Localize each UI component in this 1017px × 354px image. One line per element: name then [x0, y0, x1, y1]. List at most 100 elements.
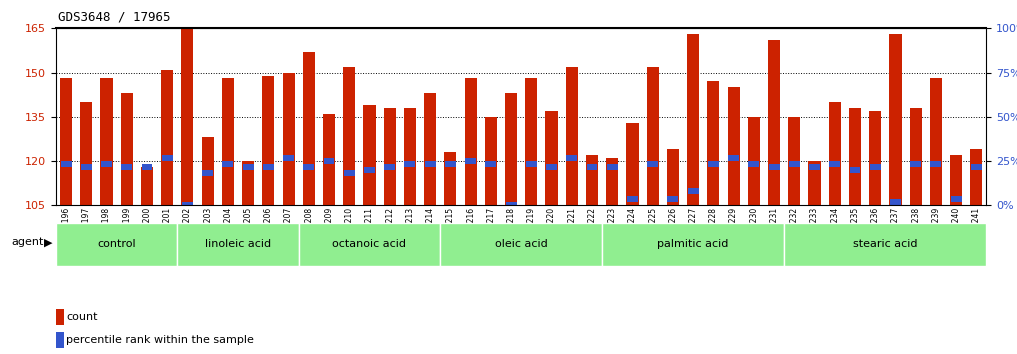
FancyBboxPatch shape [440, 223, 602, 266]
Text: linoleic acid: linoleic acid [205, 239, 272, 249]
Bar [243, 164, 253, 170]
Text: octanoic acid: octanoic acid [333, 239, 407, 249]
Bar [383, 108, 396, 205]
Bar [283, 73, 295, 205]
Bar [647, 67, 659, 205]
Bar [505, 202, 517, 208]
Bar [647, 161, 658, 167]
Bar [667, 149, 679, 205]
Bar [687, 188, 699, 194]
Bar [141, 164, 153, 170]
Bar [970, 149, 982, 205]
Bar [950, 155, 962, 205]
Bar [951, 196, 962, 202]
Bar [768, 40, 780, 205]
Text: count: count [66, 312, 98, 322]
Bar [749, 161, 760, 167]
Bar [829, 102, 841, 205]
FancyBboxPatch shape [56, 223, 177, 266]
Bar [222, 79, 234, 205]
Text: agent: agent [11, 238, 44, 247]
Text: oleic acid: oleic acid [495, 239, 547, 249]
Bar [849, 108, 861, 205]
Bar [405, 161, 415, 167]
Bar [161, 70, 173, 205]
Bar [747, 117, 760, 205]
Bar [545, 111, 557, 205]
FancyBboxPatch shape [602, 223, 784, 266]
Bar [809, 161, 821, 205]
Bar [445, 161, 456, 167]
FancyBboxPatch shape [784, 223, 986, 266]
Bar [404, 108, 416, 205]
Bar [587, 164, 597, 170]
Bar [323, 158, 335, 164]
Bar [890, 34, 901, 205]
Text: palmitic acid: palmitic acid [657, 239, 729, 249]
FancyBboxPatch shape [177, 223, 299, 266]
Bar [505, 93, 518, 205]
Bar [363, 105, 375, 205]
Bar [586, 155, 598, 205]
Bar [80, 102, 93, 205]
Bar [626, 123, 639, 205]
Bar [909, 108, 921, 205]
Bar [606, 158, 618, 205]
Bar [141, 167, 153, 205]
Bar [931, 161, 942, 167]
Bar [687, 34, 700, 205]
Bar [526, 161, 537, 167]
Bar [890, 199, 901, 205]
Bar [60, 79, 72, 205]
Bar [323, 114, 336, 205]
Bar [465, 79, 477, 205]
Bar [242, 161, 254, 205]
Bar [810, 164, 820, 170]
Bar [162, 155, 173, 161]
Bar [525, 79, 537, 205]
Bar [789, 161, 799, 167]
Bar [667, 196, 678, 202]
Bar [201, 137, 214, 205]
Text: GDS3648 / 17965: GDS3648 / 17965 [58, 11, 171, 24]
Bar [101, 161, 112, 167]
Bar [262, 75, 275, 205]
Bar [364, 167, 375, 173]
Bar [262, 164, 274, 170]
Bar [80, 164, 92, 170]
Bar [627, 196, 638, 202]
Bar [485, 161, 496, 167]
Bar [546, 164, 557, 170]
Bar [303, 52, 315, 205]
Text: control: control [98, 239, 136, 249]
Bar [930, 79, 942, 205]
Bar [465, 158, 476, 164]
Bar [565, 67, 578, 205]
Bar [870, 164, 881, 170]
FancyBboxPatch shape [299, 223, 440, 266]
Bar [344, 170, 355, 176]
Bar [182, 202, 193, 208]
Bar [870, 111, 882, 205]
Bar [849, 167, 860, 173]
Bar [181, 2, 193, 205]
Bar [708, 161, 719, 167]
Bar [56, 332, 63, 348]
Bar [727, 87, 739, 205]
Bar [425, 161, 435, 167]
Bar [910, 161, 921, 167]
Bar [101, 79, 113, 205]
Bar [566, 155, 578, 161]
Bar [223, 161, 233, 167]
Bar [202, 170, 214, 176]
Bar [343, 67, 355, 205]
Bar [444, 152, 457, 205]
Bar [829, 161, 840, 167]
Bar [769, 164, 780, 170]
Text: percentile rank within the sample: percentile rank within the sample [66, 335, 254, 346]
Bar [971, 164, 981, 170]
Bar [303, 164, 314, 170]
Bar [728, 155, 739, 161]
Bar [384, 164, 396, 170]
Bar [424, 93, 436, 205]
